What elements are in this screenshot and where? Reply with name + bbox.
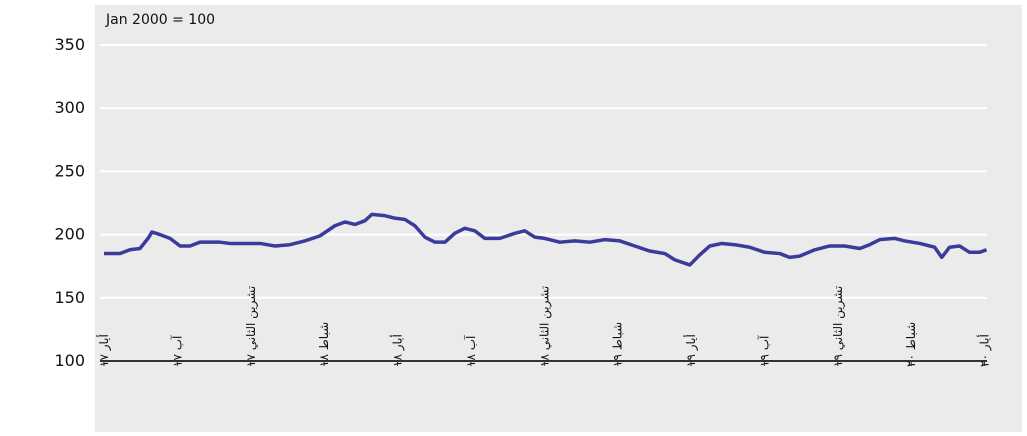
y-tick-label: 200	[54, 225, 85, 244]
y-tick-label: 300	[54, 98, 85, 117]
y-tick-label: 150	[54, 288, 85, 307]
y-tick-label: 350	[54, 35, 85, 54]
y-tick-label: 100	[54, 351, 85, 370]
x-tick-label: أيار ١٨	[390, 334, 406, 367]
x-tick-label: آب ١٨	[463, 335, 478, 367]
x-tick-label: آب ١٧	[169, 335, 184, 367]
x-tick-label: أيار ١٩	[683, 334, 699, 367]
x-tick-label: تشرين الثاني ١٧	[244, 286, 259, 367]
x-tick-label: أيار ٢٠	[977, 334, 993, 367]
data-line	[104, 212, 988, 267]
x-tick-label: شباط ١٩	[611, 322, 625, 367]
x-tick-label: أيار ١٧	[96, 334, 112, 367]
x-tick-label: تشرين الثاني ١٩	[831, 286, 846, 367]
annotation: Jan 2000 = 100	[105, 12, 215, 28]
x-tick-label: شباط ٢٠	[904, 322, 918, 367]
x-tick-label: تشرين الثاني ١٨	[537, 286, 552, 367]
y-tick-label: 250	[54, 161, 85, 180]
x-tick-label: آب ١٩	[756, 335, 771, 367]
x-tick-label: شباط ١٨	[317, 322, 331, 367]
plot-background	[95, 5, 1022, 432]
